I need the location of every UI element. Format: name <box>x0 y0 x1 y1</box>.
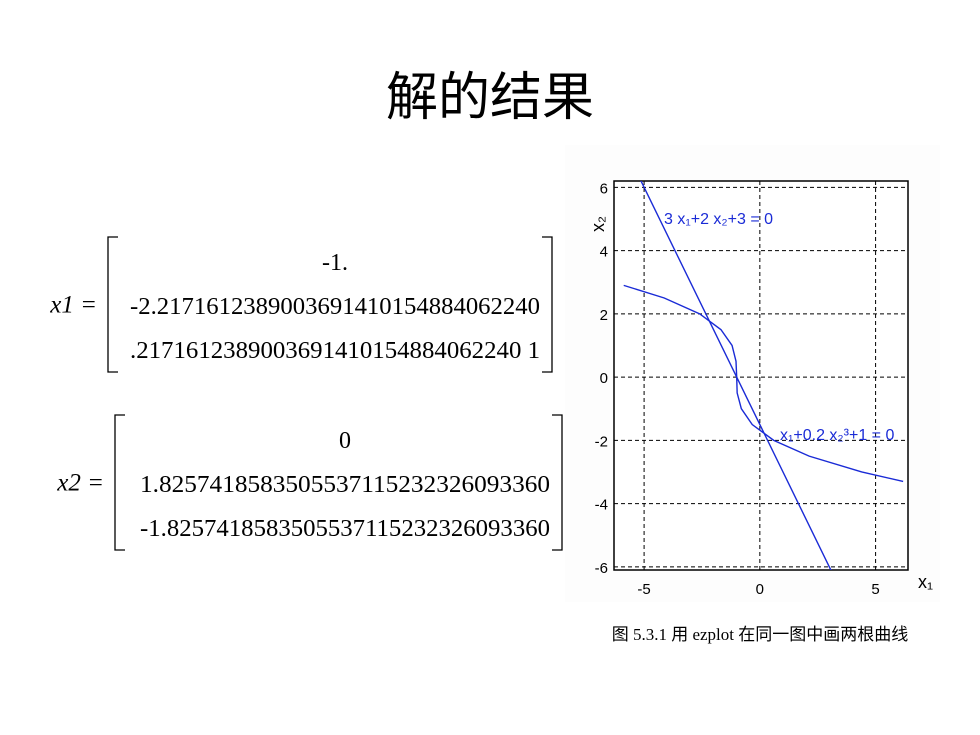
y-tick-label: 4 <box>600 244 608 261</box>
matrix-entry: -2.2171612389003691410154884062240 <box>130 294 540 320</box>
bracket-left <box>107 236 118 373</box>
y-tick-label: 2 <box>600 307 608 324</box>
bracket-left <box>114 414 125 551</box>
plot-area <box>613 180 909 571</box>
matrix-name: x2 = <box>56 470 104 497</box>
bracket-right <box>542 236 553 373</box>
matrix-entry: -1. <box>322 250 348 276</box>
matrix-entry: 0 <box>339 428 351 454</box>
bracket-right <box>552 414 563 551</box>
y-tick-label: 6 <box>600 180 608 197</box>
curve-label: 3 x₁+2 x₂+3 = 0 <box>664 211 773 228</box>
y-tick-label: 0 <box>600 370 608 387</box>
matrix-entry: -1.8257418583505537115232326093360 <box>140 516 550 542</box>
y-tick-label: -6 <box>595 560 608 577</box>
matrix-entry: 1.8257418583505537115232326093360 <box>140 472 550 498</box>
x-tick-label: 5 <box>871 581 879 598</box>
y-tick-label: -4 <box>595 497 608 514</box>
curve <box>623 284 904 483</box>
matrix-entry: .2171612389003691410154884062240 1 <box>130 338 540 364</box>
x-tick-label: -5 <box>637 581 650 598</box>
slide-title: 解的结果 <box>386 70 594 127</box>
matrix-name: x1 = <box>49 292 97 319</box>
x-axis-label: x₁ <box>918 572 933 592</box>
figure-caption: 图 5.3.1 用 ezplot 在同一图中画两根曲线 <box>612 625 909 644</box>
y-tick-label: -2 <box>595 433 608 450</box>
x-tick-label: 0 <box>756 581 764 598</box>
y-axis-label: x₂ <box>588 216 608 232</box>
curve-label: x₁+0.2 x₂³+1 = 0 <box>780 427 894 444</box>
